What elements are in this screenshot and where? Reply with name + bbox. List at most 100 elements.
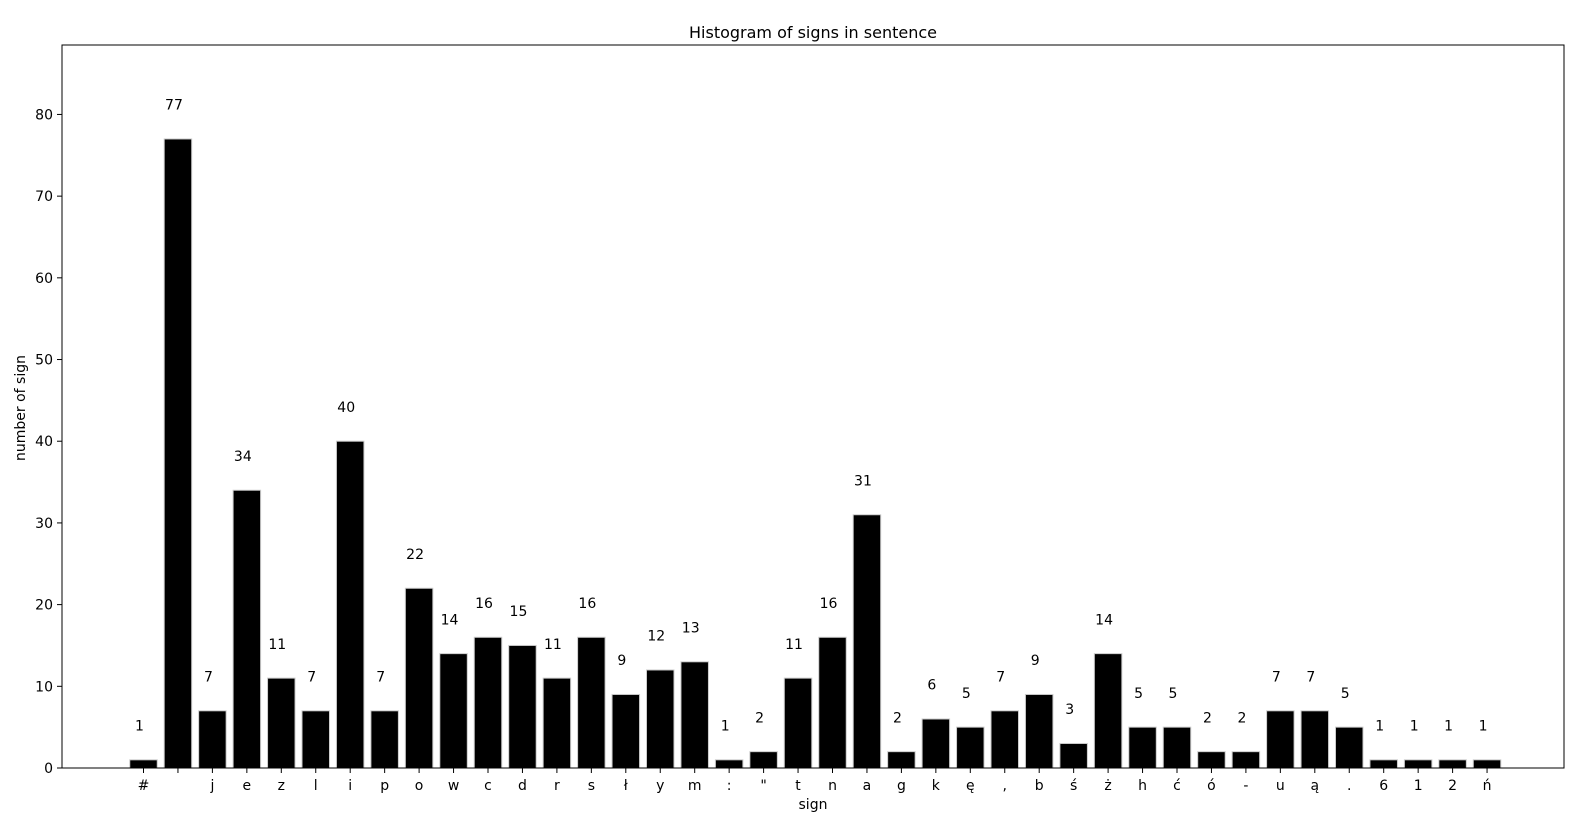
bar-value-label: 7 <box>996 670 1005 686</box>
bar-value-label: 7 <box>1306 670 1315 686</box>
bar <box>1059 742 1088 769</box>
y-tick-label: 70 <box>35 189 53 205</box>
bar-value-label: 7 <box>307 670 316 686</box>
bar <box>749 751 778 769</box>
bar <box>887 751 916 769</box>
bar-value-label: 5 <box>1134 686 1143 702</box>
bar-value-label: 2 <box>893 710 902 726</box>
bar <box>680 661 709 769</box>
x-tick-label: c <box>484 778 492 794</box>
bar <box>1231 751 1261 769</box>
y-tick-label: 50 <box>35 353 53 369</box>
bar-value-label: 1 <box>1375 719 1384 735</box>
x-tick-label: r <box>554 778 560 794</box>
bar-value-label: 16 <box>578 596 596 612</box>
x-tick-label: ą <box>1311 778 1320 794</box>
bar <box>301 710 330 769</box>
bar <box>370 710 399 769</box>
bar <box>1472 759 1502 769</box>
x-tick-label: o <box>415 778 424 794</box>
x-tick-label: . <box>1347 778 1351 794</box>
bar-value-label: 5 <box>1169 686 1178 702</box>
x-tick-label: j <box>209 778 214 794</box>
bar <box>577 636 606 769</box>
bar <box>1162 726 1192 769</box>
bar-value-label: 9 <box>617 653 626 669</box>
bar-value-label: 22 <box>406 547 424 563</box>
y-tick-label: 10 <box>35 679 53 695</box>
x-tick-label: 1 <box>1414 778 1423 794</box>
bar <box>818 636 847 769</box>
x-tick-label: h <box>1138 778 1147 794</box>
x-tick-label: i <box>348 778 352 794</box>
x-tick-label: t <box>795 778 801 794</box>
bar <box>921 718 951 769</box>
x-axis-ticks: # j e z l i p o w c d r s ł y m: " t n a g k ę, b ś ż h ć ó - u ą. 6 1 2 ń <box>138 768 1492 794</box>
bar <box>1403 759 1433 769</box>
x-tick-label: n <box>828 778 837 794</box>
bar-value-label: 1 <box>1444 719 1453 735</box>
bar-value-label: 3 <box>1065 702 1074 718</box>
bar <box>129 759 158 769</box>
bar-value-label: 11 <box>544 637 562 653</box>
bar <box>232 489 262 769</box>
bar-value-label: 31 <box>854 473 872 489</box>
bar-value-label: 77 <box>165 98 183 114</box>
bar <box>198 710 227 769</box>
bar <box>1300 710 1330 769</box>
bar-value-label: 13 <box>682 620 700 636</box>
bar-value-label: 16 <box>820 596 838 612</box>
x-tick-label: u <box>1276 778 1285 794</box>
bar-value-label: 15 <box>510 604 528 620</box>
bar-value-label: 5 <box>962 686 971 702</box>
x-tick-label: " <box>760 778 766 794</box>
bar <box>783 677 813 769</box>
bar-value-label: 16 <box>475 596 493 612</box>
bar <box>542 677 572 769</box>
y-axis-label: number of sign <box>13 355 29 461</box>
bar <box>439 653 468 769</box>
x-tick-label: d <box>518 778 527 794</box>
bar <box>1093 653 1123 769</box>
bar <box>1335 726 1364 769</box>
x-tick-label: ę <box>966 778 975 794</box>
bar <box>1128 726 1157 769</box>
bar-value-label: 9 <box>1031 653 1040 669</box>
x-tick-label: a <box>863 778 872 794</box>
x-tick-label: ó <box>1207 778 1216 794</box>
x-tick-label: ż <box>1104 778 1111 794</box>
x-tick-label: l <box>314 778 318 794</box>
bar-value-label: 14 <box>441 612 459 628</box>
y-tick-label: 80 <box>35 107 53 123</box>
bar <box>1369 759 1398 769</box>
plot-frame <box>61 44 1565 769</box>
bar-value-label: 11 <box>268 637 286 653</box>
bar <box>1197 751 1226 769</box>
bar-value-label: 2 <box>1203 710 1212 726</box>
bar-value-label: 7 <box>1272 670 1281 686</box>
bar <box>714 759 744 769</box>
bars-group <box>129 138 1502 769</box>
y-tick-label: 0 <box>44 761 53 777</box>
bar-value-label: 2 <box>755 710 764 726</box>
x-tick-label: b <box>1035 778 1044 794</box>
bar <box>508 644 537 769</box>
x-tick-label: s <box>588 778 595 794</box>
y-tick-label: 20 <box>35 598 53 614</box>
bar <box>1438 759 1467 769</box>
x-tick-label: ń <box>1483 778 1492 794</box>
x-tick-label: e <box>243 778 252 794</box>
bar <box>1024 693 1054 769</box>
y-axis-ticks: 0 10 20 30 40 50 60 70 80 <box>35 107 62 777</box>
bar <box>646 669 675 769</box>
y-tick-label: 60 <box>35 271 53 287</box>
x-tick-label: z <box>278 778 285 794</box>
bar-value-label: 1 <box>721 719 730 735</box>
bar <box>267 677 296 769</box>
x-tick-label: , <box>1003 778 1007 794</box>
x-tick-label: # <box>138 778 150 794</box>
bar-value-label: 12 <box>647 629 665 645</box>
x-tick-label: y <box>656 778 664 794</box>
x-tick-label: 6 <box>1379 778 1388 794</box>
